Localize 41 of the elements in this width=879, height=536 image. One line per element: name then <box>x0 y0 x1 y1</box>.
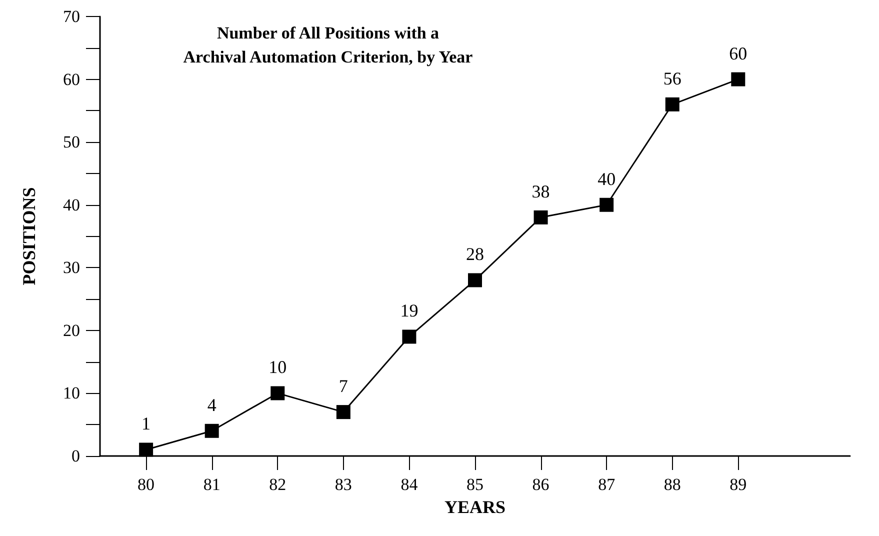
data-label: 56 <box>663 68 682 88</box>
x-tick-label: 82 <box>269 475 286 494</box>
x-tick-label: 80 <box>138 475 155 494</box>
x-tick-label: 83 <box>334 475 352 494</box>
y-tick-label: 10 <box>63 384 80 403</box>
x-axis-title: YEARS <box>444 497 506 517</box>
point <box>139 442 154 457</box>
data-label: 38 <box>532 181 550 202</box>
y-tick-label: 60 <box>63 70 80 89</box>
x-tick-label: 84 <box>400 475 418 494</box>
data-label: 10 <box>268 357 287 378</box>
point <box>204 424 219 438</box>
data-label: 7 <box>338 376 348 396</box>
point <box>731 72 746 86</box>
y-tick-label: 50 <box>63 132 80 152</box>
y-tick-label: 20 <box>63 320 80 340</box>
y-tick-label: 30 <box>63 258 80 278</box>
y-tick-label: 40 <box>63 195 80 214</box>
y-tick-label: 0 <box>72 446 80 466</box>
x-tick-label: 88 <box>664 475 681 494</box>
y-tick-label: 70 <box>63 7 80 26</box>
point <box>336 405 350 420</box>
point <box>600 198 614 212</box>
data-label: 40 <box>598 168 616 189</box>
x-tick-label: 86 <box>532 475 550 494</box>
point <box>270 386 285 400</box>
x-tick-label: 81 <box>203 475 220 494</box>
text: Number of All Positions with a Archival Automation Criterion, by Year <box>183 24 474 66</box>
x-tick-label: 87 <box>598 475 616 494</box>
data-label: 19 <box>400 300 418 321</box>
point <box>534 210 548 224</box>
x-tick-label: 85 <box>466 475 484 494</box>
point <box>468 273 482 288</box>
data-label: 28 <box>466 244 484 264</box>
x-tick-label: 89 <box>730 475 747 494</box>
data-label: 60 <box>729 43 748 64</box>
point <box>402 330 416 344</box>
point <box>665 97 680 112</box>
data-label: 1 <box>142 414 151 434</box>
data-label: 4 <box>207 394 216 415</box>
y-axis-title: POSITIONS <box>19 187 39 286</box>
